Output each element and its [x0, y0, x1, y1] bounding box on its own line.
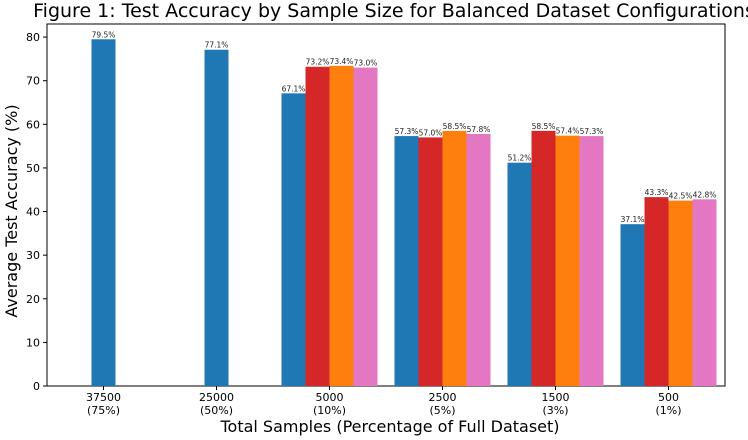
x-tick-label: 2500: [429, 391, 457, 404]
x-tick-sublabel: (75%): [87, 404, 120, 417]
bar: [466, 133, 491, 386]
x-tick-sublabel: (5%): [429, 404, 455, 417]
y-tick-label: 50: [26, 162, 40, 175]
y-axis-label: Average Test Accuracy (%): [2, 104, 21, 317]
bar: [281, 93, 306, 386]
bar: [668, 200, 693, 386]
bar-value-label: 43.3%: [645, 188, 669, 197]
bar-value-label: 57.0%: [419, 128, 443, 137]
y-tick-label: 30: [26, 249, 40, 262]
y-tick-label: 0: [33, 380, 40, 393]
x-tick-label: 1500: [542, 391, 570, 404]
bar: [507, 162, 532, 386]
y-tick-label: 60: [26, 118, 40, 131]
x-tick-sublabel: (50%): [200, 404, 233, 417]
bar: [305, 66, 330, 386]
bar: [531, 130, 556, 386]
bar-value-label: 58.5%: [532, 122, 556, 131]
bar-value-label: 73.0%: [354, 59, 378, 68]
y-tick-label: 40: [26, 206, 40, 219]
x-tick-label: 25000: [199, 391, 234, 404]
x-tick-label: 5000: [316, 391, 344, 404]
y-tick-label: 80: [26, 31, 40, 44]
x-tick-sublabel: (10%): [313, 404, 346, 417]
bar: [579, 136, 604, 386]
y-tick-label: 70: [26, 75, 40, 88]
y-tick-label: 20: [26, 293, 40, 306]
bar-value-label: 37.1%: [621, 215, 645, 224]
x-tick-label: 500: [658, 391, 679, 404]
bar-value-label: 77.1%: [205, 41, 229, 50]
x-axis-label: Total Samples (Percentage of Full Datase…: [219, 417, 559, 436]
bar: [555, 135, 580, 386]
bar-value-label: 57.8%: [467, 125, 491, 134]
bar: [418, 137, 443, 386]
bar-value-label: 79.5%: [92, 30, 116, 39]
bar-value-label: 58.5%: [443, 122, 467, 131]
bar-value-label: 42.5%: [669, 192, 693, 201]
bar-value-label: 42.8%: [693, 190, 717, 199]
bar: [91, 39, 116, 386]
bar-value-label: 51.2%: [508, 154, 532, 163]
bar: [442, 130, 467, 386]
x-tick-label: 37500: [86, 391, 121, 404]
bar: [692, 199, 717, 386]
x-tick-sublabel: (3%): [542, 404, 568, 417]
bar-value-label: 73.2%: [306, 58, 330, 67]
x-tick-sublabel: (1%): [655, 404, 681, 417]
bar-value-label: 57.4%: [556, 127, 580, 136]
y-tick-label: 10: [26, 336, 40, 349]
bar: [394, 136, 419, 386]
bar: [620, 224, 645, 386]
bar-value-label: 57.3%: [395, 127, 419, 136]
plot-frame: [46, 23, 726, 387]
bar-value-label: 67.1%: [282, 84, 306, 93]
bar: [204, 49, 229, 386]
bar: [329, 65, 354, 387]
bar-value-label: 57.3%: [580, 127, 604, 136]
bar: [644, 197, 669, 386]
bar: [353, 67, 378, 387]
chart-title: Figure 1: Test Accuracy by Sample Size f…: [33, 0, 748, 22]
bar-value-label: 73.4%: [330, 57, 354, 66]
plot-area: 0 10 20 30 40 50 60 70 80 79.5% 37500(75%) 77.1% 250…: [26, 23, 726, 417]
